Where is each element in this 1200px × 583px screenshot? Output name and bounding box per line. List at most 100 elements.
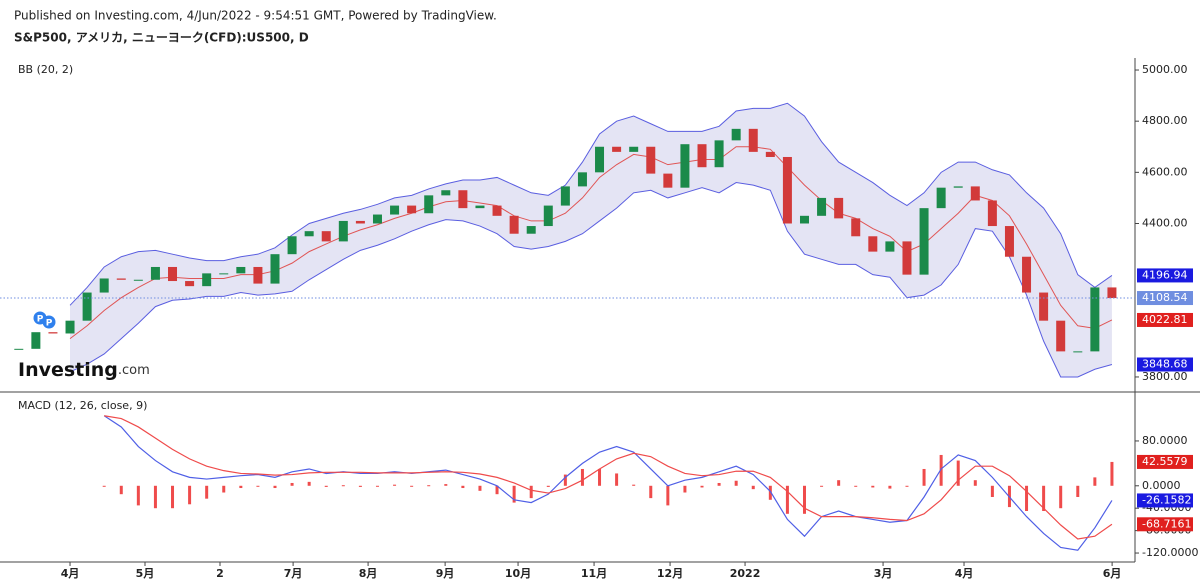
- x-tick-label: 2: [216, 567, 224, 580]
- candle: [799, 215, 809, 224]
- histogram-bar: [888, 485, 892, 489]
- candle: [253, 266, 263, 284]
- histogram-tag-bg: [1137, 454, 1193, 469]
- published-note: Published on Investing.com, 4/Jun/2022 -…: [14, 9, 497, 23]
- x-tick-label: 5月: [136, 567, 155, 580]
- histogram-bar: [119, 485, 123, 495]
- candle: [355, 220, 365, 224]
- candle: [1073, 351, 1083, 353]
- candle: [492, 205, 502, 216]
- histogram-bar: [1059, 485, 1063, 509]
- histogram-bar: [222, 485, 226, 493]
- histogram-bar: [734, 480, 738, 486]
- candle: [919, 208, 929, 275]
- marker-label: P: [37, 315, 44, 325]
- marker-label: P: [46, 319, 53, 329]
- candle: [970, 186, 980, 201]
- y-tick-label: 0.0000: [1142, 479, 1181, 492]
- histogram-bar: [700, 485, 704, 488]
- signal-tag: -68.7161: [1142, 517, 1191, 530]
- histogram-bar: [461, 485, 465, 489]
- histogram-bar: [837, 480, 841, 486]
- histogram-bar: [256, 485, 260, 487]
- candle: [390, 205, 400, 215]
- x-tick-label: 10月: [505, 567, 531, 580]
- histogram-bar: [153, 485, 157, 509]
- histogram-bar: [922, 468, 926, 486]
- candle: [817, 197, 827, 216]
- candle: [902, 241, 912, 275]
- candle: [663, 173, 673, 188]
- y-tick-label: -120.0000: [1142, 546, 1198, 559]
- histogram-tag: 42.5579: [1142, 455, 1188, 468]
- x-tick-label: 8月: [359, 567, 378, 580]
- middle-band: [69, 146, 1113, 339]
- macd-line: [103, 415, 1113, 551]
- x-tick-label: 6月: [1103, 567, 1122, 580]
- histogram-bar: [683, 485, 687, 493]
- histogram-bar: [341, 485, 345, 487]
- histogram-bar: [205, 485, 209, 499]
- histogram-bar: [956, 460, 960, 486]
- candle: [48, 332, 58, 334]
- histogram-bar: [188, 485, 192, 505]
- candle: [270, 254, 280, 284]
- candle: [236, 266, 246, 274]
- histogram-bar: [546, 485, 550, 487]
- upper-tag-bg: [1137, 268, 1193, 283]
- candle: [885, 241, 895, 252]
- candle: [936, 187, 946, 209]
- histogram-bar: [1025, 485, 1029, 512]
- histogram-bar: [1042, 485, 1046, 512]
- histogram-bar: [768, 485, 772, 500]
- histogram-bar: [563, 474, 567, 486]
- histogram-bar: [802, 485, 806, 514]
- candle: [697, 144, 707, 168]
- histogram-bar: [785, 485, 789, 514]
- candle: [646, 146, 656, 174]
- middle-tag-bg: [1137, 312, 1193, 327]
- histogram-bar: [580, 468, 584, 486]
- last-price-tag: 4108.54: [1142, 291, 1188, 304]
- candle: [526, 226, 536, 234]
- candle: [424, 195, 434, 214]
- candle: [287, 236, 297, 255]
- x-tick-label: 2022: [730, 567, 761, 580]
- last-price-tag-bg: [1137, 291, 1193, 306]
- candle: [14, 348, 24, 350]
- histogram-bar: [871, 485, 875, 488]
- upper-tag: 4196.94: [1142, 268, 1188, 281]
- histogram-bar: [529, 485, 533, 499]
- candle: [834, 197, 844, 219]
- histogram-bar: [939, 454, 943, 486]
- candle: [168, 266, 178, 282]
- histogram-bar: [273, 485, 277, 489]
- candle: [748, 128, 758, 152]
- candle: [202, 273, 212, 287]
- candle: [338, 220, 348, 242]
- band-fill: [70, 103, 1112, 377]
- x-tick-label: 7月: [284, 567, 303, 580]
- histogram-bar: [1110, 461, 1114, 486]
- lower-band: [69, 182, 1113, 378]
- histogram-bar: [1093, 477, 1097, 486]
- y-tick-label: 4800.00: [1142, 114, 1188, 127]
- y-tick-label: 4600.00: [1142, 165, 1188, 178]
- histogram-bar: [307, 481, 311, 486]
- signal-line: [104, 415, 1113, 540]
- histogram-bar: [495, 485, 499, 495]
- candle: [612, 146, 622, 152]
- watermark-suffix: .com: [118, 363, 150, 378]
- candle: [543, 205, 553, 227]
- x-tick-label: 4月: [61, 567, 80, 580]
- macd-tag: -26.1582: [1142, 493, 1191, 506]
- histogram-bar: [1076, 485, 1080, 497]
- histogram-bar: [649, 485, 653, 499]
- candle: [629, 146, 639, 152]
- histogram-bar: [171, 485, 175, 509]
- candle: [1022, 256, 1032, 293]
- watermark-name: Investing: [18, 359, 118, 381]
- histogram-bar: [290, 482, 294, 486]
- candle: [82, 292, 92, 321]
